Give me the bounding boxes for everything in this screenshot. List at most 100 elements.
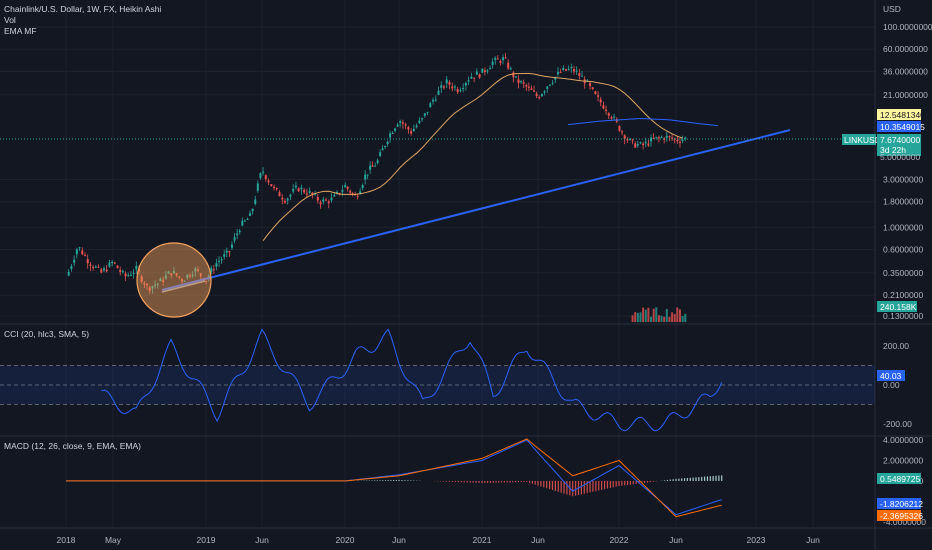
candle-body xyxy=(121,271,124,273)
highlight-circle[interactable] xyxy=(136,242,212,318)
candle-body xyxy=(249,213,252,216)
candle-body xyxy=(379,152,382,157)
candle-body xyxy=(564,69,567,71)
candle-body xyxy=(199,273,202,277)
time-tick-label: 2019 xyxy=(197,535,216,545)
time-tick-label: 2021 xyxy=(473,535,492,545)
symbol-title[interactable]: Chainlink/U.S. Dollar, 1W, FX, Heikin As… xyxy=(4,4,161,14)
macd-hist-bar xyxy=(575,480,577,496)
candle-body xyxy=(530,88,533,90)
small-trendline[interactable] xyxy=(161,280,206,293)
candle-body xyxy=(73,259,76,263)
price-tag xyxy=(877,134,921,156)
macd-hist-bar xyxy=(686,477,689,481)
candle-body xyxy=(520,81,523,83)
time-tick-label: 2023 xyxy=(747,535,766,545)
macd-hist-bar xyxy=(546,480,548,489)
time-tick-label: Jun xyxy=(531,535,545,545)
candle-body xyxy=(225,250,228,253)
candle-body xyxy=(188,275,191,277)
candle-body xyxy=(517,79,520,83)
candle-body xyxy=(475,71,478,75)
macd-hist-bar xyxy=(492,480,494,483)
macd-hist-bar xyxy=(646,480,649,483)
volume-bar xyxy=(655,307,658,322)
price-axis-ticks[interactable]: 100.0000000 60.0000000 36.0000000 21.000000… xyxy=(883,22,932,321)
candle-body xyxy=(448,82,451,85)
candle-body xyxy=(119,269,122,272)
candle-body xyxy=(462,87,465,90)
macd-hist-bar xyxy=(621,480,623,486)
candle-body xyxy=(605,109,608,111)
candle-body xyxy=(356,196,359,198)
candle-body xyxy=(562,67,565,70)
candle-body xyxy=(486,70,489,72)
macd-hist-bar xyxy=(666,479,669,481)
candle-body xyxy=(78,247,81,249)
ema-legend[interactable]: EMA MF xyxy=(4,26,37,36)
candle-body xyxy=(311,192,314,195)
macd-hist-bar xyxy=(715,475,717,481)
macd-tick-label: -4.0000000 xyxy=(883,517,926,527)
candle-body xyxy=(607,113,610,116)
candle-body xyxy=(369,165,372,170)
macd-hist-bar xyxy=(531,480,533,484)
candle-body xyxy=(278,192,281,197)
volume-bar xyxy=(660,315,663,322)
macd-hist-bar xyxy=(393,480,395,481)
candle-body xyxy=(148,287,151,291)
macd-hist-bar xyxy=(595,480,597,492)
volume-bars xyxy=(631,307,687,322)
candle-body xyxy=(273,186,276,188)
candle-body xyxy=(538,97,541,99)
candle-body xyxy=(341,189,344,192)
candle-body xyxy=(205,280,208,282)
candle-body xyxy=(527,86,530,88)
candle-body xyxy=(602,105,605,109)
candle-body xyxy=(156,283,159,285)
candle-body xyxy=(636,144,639,146)
candle-body xyxy=(522,82,525,84)
candle-body xyxy=(642,143,645,146)
macd-title[interactable]: MACD (12, 26, close, 9, EMA, EMA) xyxy=(4,441,141,451)
cci-axis-ticks[interactable]: 200.00 0.00 -200.00 xyxy=(883,341,912,429)
macd-hist-bar xyxy=(560,480,562,493)
candle-body xyxy=(300,187,303,190)
volume-bar xyxy=(644,309,647,322)
candle-body xyxy=(652,137,655,139)
time-tick-label: Jun xyxy=(669,535,683,545)
price-tick-label: 0.3500000 xyxy=(883,268,923,278)
cci-title[interactable]: CCI (20, hlc3, SMA, 5) xyxy=(4,329,89,339)
candle-body xyxy=(246,219,249,221)
candle-body xyxy=(434,99,437,101)
candle-body xyxy=(399,121,402,123)
candle-body xyxy=(374,165,377,167)
candle-body xyxy=(194,268,197,272)
price-tick-label: 60.0000000 xyxy=(883,44,928,54)
macd-hist-bar xyxy=(601,480,603,490)
macd-hist-bar xyxy=(515,480,517,483)
price-candles[interactable] xyxy=(67,53,687,294)
candle-body xyxy=(303,189,306,193)
trendline[interactable] xyxy=(161,129,791,291)
macd-hist-bar xyxy=(635,480,637,484)
time-tick-label: May xyxy=(105,535,122,545)
candle-body xyxy=(336,191,339,194)
macd-hist-bar xyxy=(632,480,634,485)
macd-hist-bar xyxy=(489,480,491,483)
time-axis[interactable]: 2018 May 2019 Jun 2020 Jun 2021 Jun 2022 Jun 2023 J… xyxy=(57,535,821,545)
macd-hist-bar xyxy=(580,480,582,495)
macd-hist-bar xyxy=(407,480,409,481)
macd-hist-bar xyxy=(548,480,551,490)
candle-body xyxy=(386,141,389,144)
volume-bar xyxy=(678,309,681,322)
candle-body xyxy=(621,131,624,133)
macd-hist-bar xyxy=(706,476,709,481)
candle-body xyxy=(349,190,352,193)
vol-legend[interactable]: Vol xyxy=(4,15,16,25)
macd-hist-bar xyxy=(678,478,680,481)
macd-hist-bar xyxy=(384,480,387,481)
volume-bar xyxy=(671,312,674,322)
macd-hist-bar xyxy=(398,479,400,481)
